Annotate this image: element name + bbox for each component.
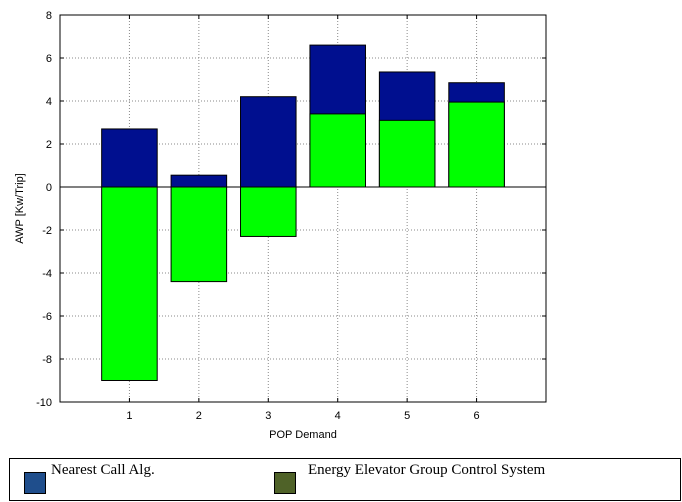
axis-ticks: -10 -8 -6 -4 -2 0 2 4 6 8 1 2 3 4 5 6 [36,10,546,422]
y-tick-label-2: -6 [42,311,52,323]
y-tick-label-7: 4 [46,96,52,108]
x-tick-label-4: 4 [335,410,341,422]
x-tick-label-1: 1 [126,410,132,422]
x-tick-label-6: 6 [474,410,480,422]
legend-label-nearest-call: Nearest Call Alg. [51,462,155,478]
y-tick-label-6: 2 [46,139,52,151]
y-tick-label-4: -2 [42,225,52,237]
x-tick-label-2: 2 [196,410,202,422]
bars [101,44,505,381]
bar-series0-2 [170,174,228,188]
x-tick-label-5: 5 [404,410,410,422]
bar-series0-3 [240,96,297,188]
y-tick-label-5: 0 [46,182,52,194]
y-tick-label-9: 8 [46,10,52,22]
x-axis-title: POP Demand [269,429,337,441]
y-axis-title: AWP [Kw/Trip] [14,173,26,244]
x-tick-label-3: 3 [265,410,271,422]
legend-swatch-energy-egcs [274,472,296,494]
bar-series1-6 [448,101,505,188]
y-tick-label-3: -4 [42,268,52,280]
chart: -10 -8 -6 -4 -2 0 2 4 6 8 1 2 3 4 5 6 POP Demand AWP [K… [14,10,547,441]
bar-series1-1 [101,186,158,381]
bar-series0-1 [101,128,158,188]
y-tick-label-8: 6 [46,53,52,65]
bar-series1-2 [170,186,228,283]
plot-frame [59,14,547,403]
legend-label-energy-egcs: Energy Elevator Group Control System [308,462,546,478]
y-tick-label-1: -8 [42,354,52,366]
bar-series1-3 [240,186,297,237]
bar-series1-5 [378,119,436,188]
legend: Nearest Call Alg. Energy Elevator Group … [9,458,681,501]
bar-series1-4 [309,113,366,188]
legend-swatch-nearest-call [24,472,46,494]
y-tick-label-0: -10 [36,397,52,409]
